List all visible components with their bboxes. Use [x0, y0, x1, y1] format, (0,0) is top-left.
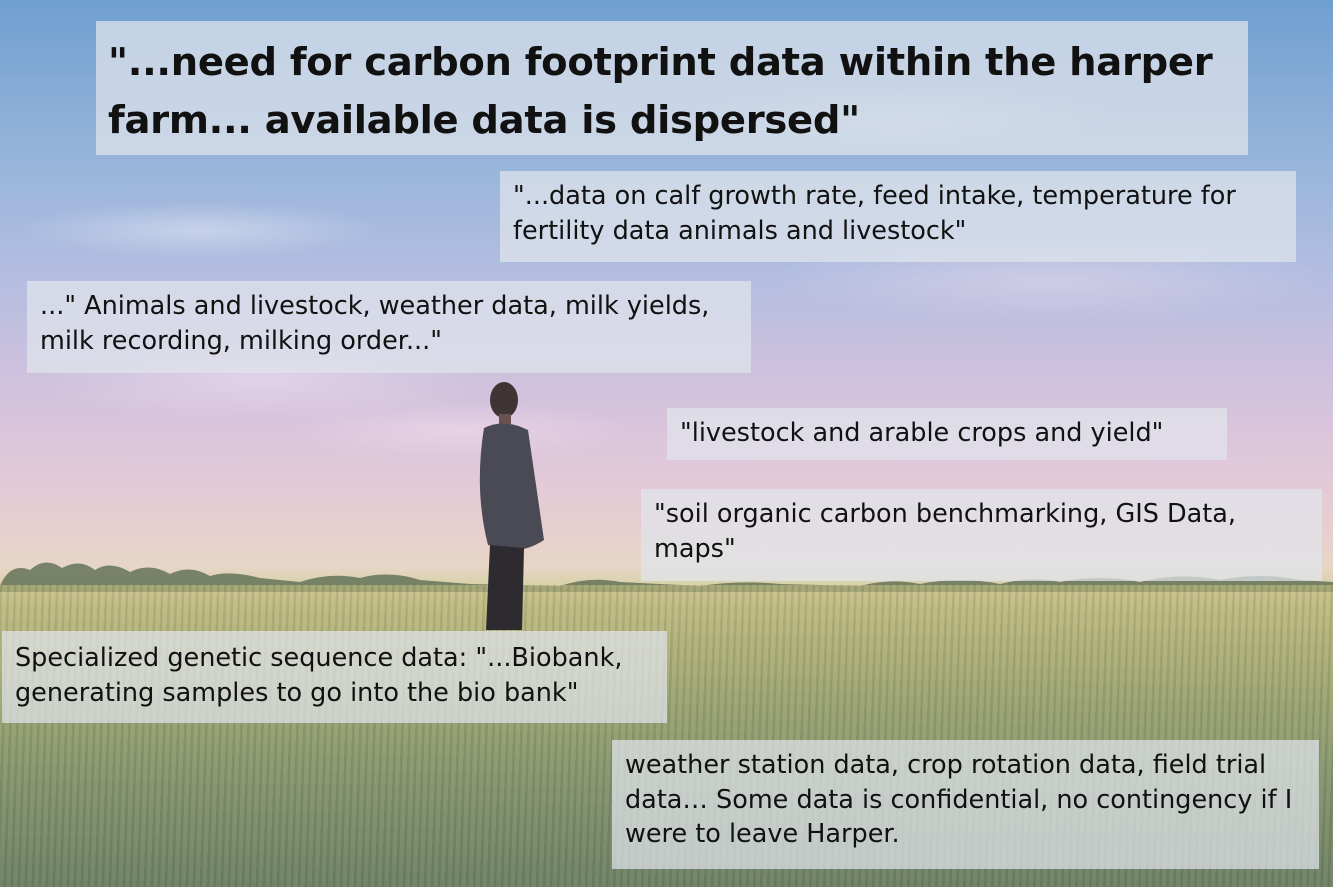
quote-line: were to leave Harper.	[625, 819, 900, 850]
person-figure	[479, 382, 544, 630]
quote-line: "soil organic carbon benchmarking, GIS D…	[654, 499, 1237, 529]
quote-line: "...data on calf growth rate, feed intak…	[513, 181, 1236, 211]
quote-carbon-footprint: "...need for carbon footprint data withi…	[96, 21, 1248, 155]
quote-line: "...need for carbon footprint data withi…	[108, 40, 1213, 85]
quote-line: weather station data, crop rotation data…	[625, 750, 1267, 780]
quote-line: generating samples to go into the bio ba…	[15, 677, 579, 708]
quote-animals-livestock: ..." Animals and livestock, weather data…	[27, 281, 751, 373]
quote-line: farm... available data is dispersed"	[108, 97, 860, 143]
quote-calf-growth: "...data on calf growth rate, feed intak…	[500, 171, 1296, 262]
quote-line: "livestock and arable crops and yield"	[680, 418, 1164, 448]
quote-line: maps"	[654, 533, 736, 564]
quote-line: fertility data animals and livestock"	[513, 215, 967, 246]
quote-line: Specialized genetic sequence data: "...B…	[15, 643, 623, 673]
quote-line: milk recording, milking order..."	[40, 325, 442, 356]
quote-genetic-sequence: Specialized genetic sequence data: "...B…	[2, 631, 667, 723]
quote-arable-crops: "livestock and arable crops and yield"	[667, 408, 1227, 460]
quote-soil-carbon: "soil organic carbon benchmarking, GIS D…	[641, 489, 1322, 581]
quote-line: data… Some data is confidential, no cont…	[625, 784, 1293, 815]
quote-weather-station: weather station data, crop rotation data…	[612, 740, 1319, 869]
quote-line: ..." Animals and livestock, weather data…	[40, 291, 710, 321]
treeline	[0, 562, 1333, 592]
